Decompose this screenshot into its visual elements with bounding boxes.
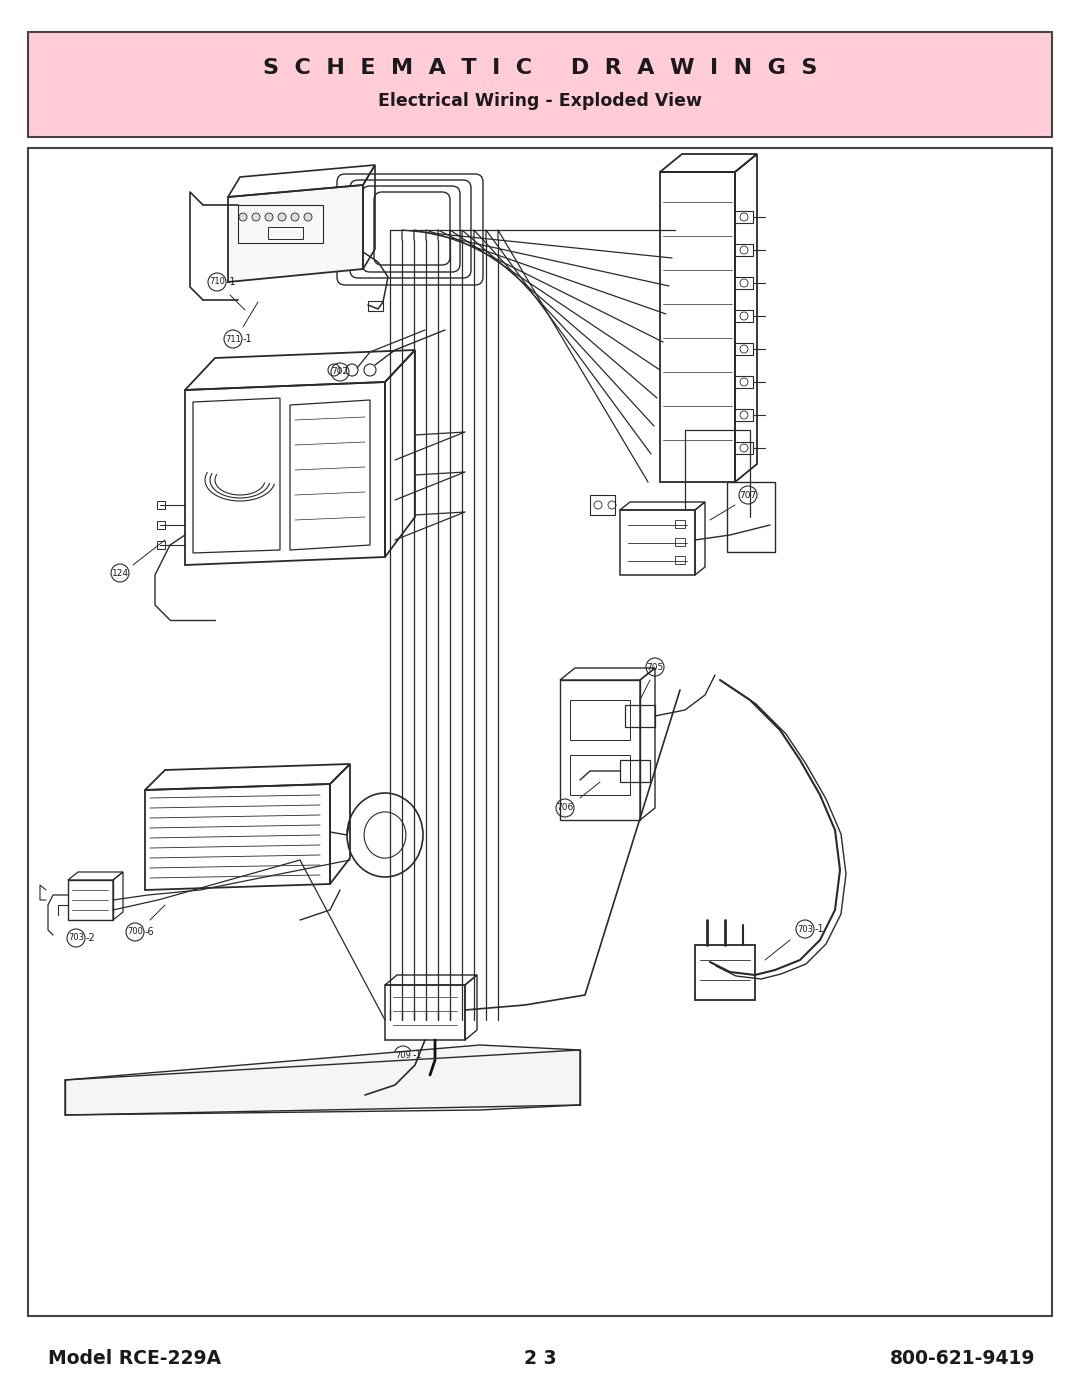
Text: -6: -6	[145, 928, 154, 937]
Text: 710: 710	[210, 278, 225, 286]
Bar	[268, 226, 303, 239]
Bar	[620, 760, 650, 782]
Bar	[590, 495, 615, 515]
Circle shape	[239, 212, 247, 221]
Bar	[570, 754, 630, 795]
Text: -2: -2	[86, 933, 96, 943]
Bar	[157, 541, 165, 549]
Bar	[384, 985, 465, 1039]
Text: 705: 705	[646, 662, 663, 672]
Text: 703: 703	[68, 933, 84, 943]
Text: Electrical Wiring - Exploded View: Electrical Wiring - Exploded View	[378, 92, 702, 110]
Text: 707: 707	[740, 490, 757, 500]
Text: 706: 706	[556, 803, 573, 813]
Text: Model RCE-229A: Model RCE-229A	[48, 1348, 221, 1368]
Text: 703: 703	[797, 925, 813, 933]
Bar	[570, 700, 630, 740]
Circle shape	[265, 212, 273, 221]
Text: -1: -1	[227, 277, 237, 286]
Polygon shape	[65, 1045, 580, 1115]
Text: 709: 709	[395, 1051, 410, 1059]
Text: 700: 700	[127, 928, 143, 936]
Text: 800-621-9419: 800-621-9419	[890, 1348, 1035, 1368]
Circle shape	[303, 212, 312, 221]
Polygon shape	[228, 184, 363, 282]
Text: -1: -1	[413, 1051, 422, 1060]
Bar	[675, 556, 685, 564]
Text: 2 3: 2 3	[524, 1348, 556, 1368]
Bar	[368, 300, 383, 312]
Text: 711: 711	[225, 334, 241, 344]
FancyBboxPatch shape	[28, 32, 1052, 137]
FancyBboxPatch shape	[28, 148, 1052, 1316]
Text: 124: 124	[111, 569, 129, 577]
Text: S  C  H  E  M  A  T  I  C     D  R  A  W  I  N  G  S: S C H E M A T I C D R A W I N G S	[262, 59, 818, 78]
Bar	[625, 705, 654, 726]
Bar	[68, 880, 113, 921]
Bar	[675, 520, 685, 528]
Bar	[157, 502, 165, 509]
Circle shape	[291, 212, 299, 221]
Bar	[238, 205, 323, 243]
Circle shape	[278, 212, 286, 221]
Text: 702: 702	[332, 367, 349, 377]
Bar	[675, 538, 685, 546]
Bar	[157, 521, 165, 529]
Text: -1: -1	[815, 923, 825, 935]
Text: -1: -1	[243, 334, 253, 344]
Circle shape	[252, 212, 260, 221]
